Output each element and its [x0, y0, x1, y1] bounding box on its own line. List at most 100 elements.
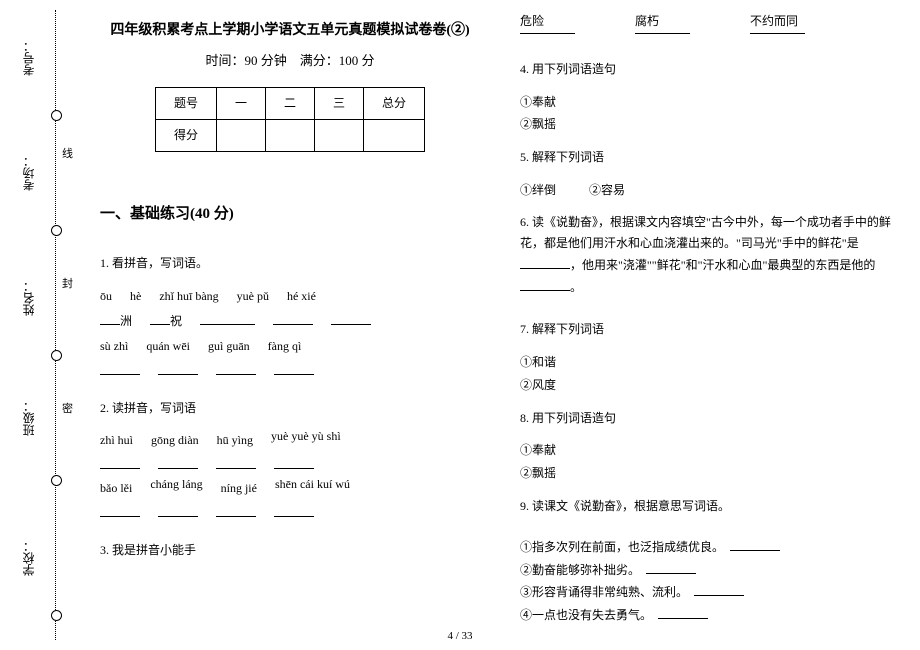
pinyin: gōng diàn [151, 429, 199, 452]
blank [658, 606, 708, 619]
side-dot [51, 110, 62, 121]
page-number: 4 / 33 [0, 630, 920, 642]
blank [274, 502, 314, 517]
side-label-name: 姓名： [20, 280, 37, 316]
paper-subtitle: 时间：90 分钟 满分：100 分 [100, 49, 480, 74]
side-label-class: 班级： [20, 400, 37, 436]
side-label-school: 学校： [20, 540, 37, 576]
blank [274, 454, 314, 469]
side-dot [51, 225, 62, 236]
q5-stem: 5. 解释下列词语 [520, 146, 900, 169]
blank [520, 278, 570, 291]
q4-stem: 4. 用下列词语造句 [520, 58, 900, 81]
q4-a: ①奉献 [520, 91, 900, 114]
q2-stem: 2. 读拼音，写词语 [100, 397, 480, 420]
q3-stem: 3. 我是拼音小能手 [100, 539, 480, 562]
q6-end: 。 [570, 280, 582, 294]
pinyin-row: bǎo lěi cháng láng níng jié shēn cái kuí… [100, 477, 480, 500]
q7-stem: 7. 解释下列词语 [520, 318, 900, 341]
q5-a: ①绊倒 [520, 183, 556, 197]
blank [158, 502, 198, 517]
q9-b-line: ②勤奋能够弥补拙劣。 [520, 559, 900, 582]
th: 一 [216, 88, 265, 120]
q9-c: ③形容背诵得非常纯熟、流利。 [520, 585, 682, 599]
blank-row [100, 360, 480, 375]
blank-row [100, 502, 480, 517]
side-dot [51, 475, 62, 486]
pinyin: shēn cái kuí wú [275, 477, 350, 500]
paper-title: 四年级积累考点上学期小学语文五单元真题模拟试卷卷(②) [100, 18, 480, 45]
pinyin: hè [130, 285, 141, 308]
blank [730, 538, 780, 551]
word: 腐朽 [635, 10, 690, 34]
blank-row [100, 454, 480, 469]
score-table: 题号 一 二 三 总分 得分 [155, 87, 425, 152]
q5-line: ①绊倒 ②容易 [520, 179, 900, 202]
q8-b: ②飘摇 [520, 462, 900, 485]
q7-a: ①和谐 [520, 351, 900, 374]
pinyin: cháng láng [150, 477, 202, 500]
q6-pre: 6. 读《说勤奋》，根据课文内容填空"古今中外，每一个成功者手中的鲜花，都是他们… [520, 215, 891, 251]
pinyin-row: sù zhì quán wēi guì guān fàng qì [100, 335, 480, 358]
blank: 洲 [100, 310, 132, 333]
blank [646, 561, 696, 574]
q1-stem: 1. 看拼音，写词语。 [100, 252, 480, 275]
pinyin: sù zhì [100, 335, 128, 358]
q9-a: ①指多次列在前面，也泛指成绩优良。 [520, 540, 718, 554]
q9-b: ②勤奋能够弥补拙劣。 [520, 563, 634, 577]
side-dot [51, 350, 62, 361]
blank-row: 洲 祝 [100, 310, 480, 333]
q9-d-line: ④一点也没有失去勇气。 [520, 604, 900, 627]
blank [158, 360, 198, 375]
dotted-line [55, 10, 56, 640]
pinyin: níng jié [221, 477, 257, 500]
side-label-room: 考场： [20, 155, 37, 191]
pinyin: zhǐ huī bàng [159, 285, 218, 308]
pinyin: fàng qì [268, 335, 302, 358]
binding-margin: 考号： 线 考场： 封 姓名： 密 班级： 学校： [0, 0, 90, 650]
left-column: 四年级积累考点上学期小学语文五单元真题模拟试卷卷(②) 时间：90 分钟 满分：… [100, 10, 480, 620]
pinyin: quán wēi [146, 335, 190, 358]
content-columns: 四年级积累考点上学期小学语文五单元真题模拟试卷卷(②) 时间：90 分钟 满分：… [100, 10, 900, 620]
pinyin: hū yìng [217, 429, 253, 452]
blank: 祝 [150, 310, 182, 333]
th: 三 [315, 88, 364, 120]
q6-mid: ，他用来"浇灌""鲜花"和"汗水和心血"最典型的东西是他的 [570, 258, 875, 272]
side-dot [51, 610, 62, 621]
q4-b: ②飘摇 [520, 113, 900, 136]
q8-a: ①奉献 [520, 439, 900, 462]
q8-stem: 8. 用下列词语造句 [520, 407, 900, 430]
q6-text: 6. 读《说勤奋》，根据课文内容填空"古今中外，每一个成功者手中的鲜花，都是他们… [520, 212, 900, 298]
td [265, 120, 314, 152]
th: 题号 [155, 88, 216, 120]
blank [158, 454, 198, 469]
pinyin: yuè yuè yù shì [271, 429, 341, 452]
blank [200, 310, 255, 333]
q9-a-line: ①指多次列在前面，也泛指成绩优良。 [520, 536, 900, 559]
side-char-mi: 密 [62, 400, 73, 416]
blank [273, 310, 313, 333]
pinyin-row: zhì huì gōng diàn hū yìng yuè yuè yù shì [100, 429, 480, 452]
td [216, 120, 265, 152]
th: 总分 [364, 88, 425, 120]
pinyin: hé xié [287, 285, 316, 308]
blank [216, 454, 256, 469]
blank [520, 256, 570, 269]
section-heading: 一、基础练习(40 分) [100, 200, 480, 229]
blank [100, 454, 140, 469]
q7-b: ②风度 [520, 374, 900, 397]
td [315, 120, 364, 152]
th: 二 [265, 88, 314, 120]
q9-c-line: ③形容背诵得非常纯熟、流利。 [520, 581, 900, 604]
blank [216, 360, 256, 375]
pinyin-row: ōu hè zhǐ huī bàng yuè pǔ hé xié [100, 285, 480, 308]
pinyin: guì guān [208, 335, 250, 358]
blank [694, 583, 744, 596]
pinyin: bǎo lěi [100, 477, 132, 500]
side-char-feng: 封 [62, 275, 73, 291]
word: 危险 [520, 10, 575, 34]
side-char-xian: 线 [62, 145, 73, 161]
blank [100, 502, 140, 517]
q5-b: ②容易 [589, 183, 625, 197]
word-row: 危险 腐朽 不约而同 [520, 10, 900, 34]
